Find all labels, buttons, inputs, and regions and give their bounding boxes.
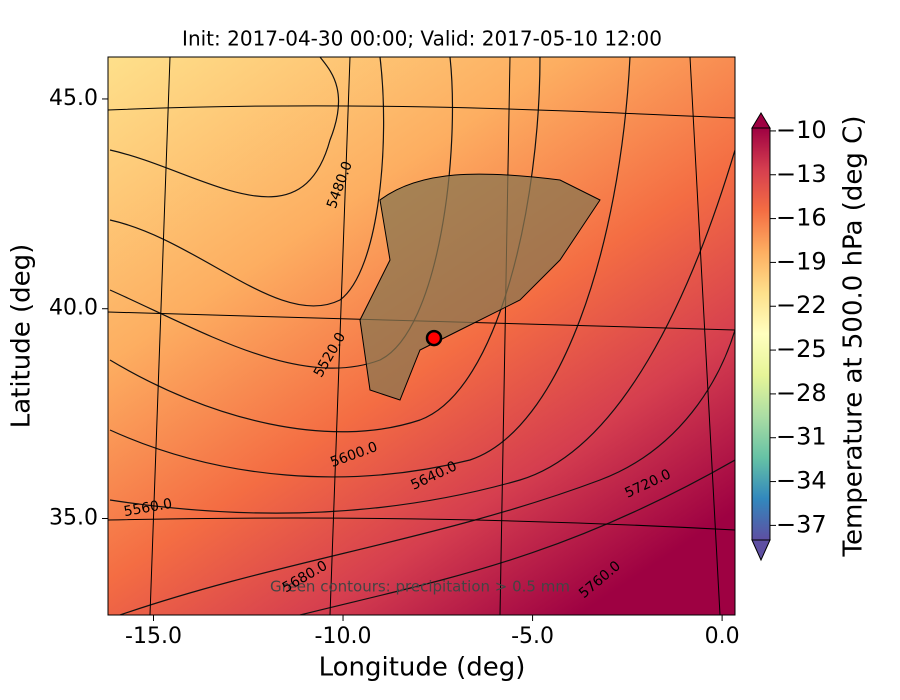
colorbar-tick-label: −16 [776,204,827,232]
colorbar-tick-label: −22 [776,291,827,319]
colorbar-tick-label: −31 [776,423,827,451]
colorbar [751,127,771,541]
x-tick-label: -15.0 [125,624,182,649]
colorbar-tick-label: −25 [776,335,827,363]
colorbar-tick-label: −37 [776,510,827,538]
colorbar-tick-label: −10 [776,116,827,144]
colorbar-extend-top [751,112,771,129]
x-tick-label: -10.0 [315,624,372,649]
colorbar-tick-label: −13 [776,160,827,188]
x-axis-label: Longitude (deg) [319,653,526,683]
y-tick-label: 45.0 [49,86,98,111]
colorbar-tick-label: −34 [776,467,827,495]
iberia-terrain [359,173,601,401]
plot-frame [107,56,736,616]
y-axis-label: Latitude (deg) [7,244,37,429]
colorbar-label: Temperature at 500.0 hPa (deg C) [839,116,869,558]
y-tick-label: 40.0 [49,296,98,321]
colorbar-extend-bottom [751,539,771,562]
y-tick-label: 35.0 [49,506,98,531]
title: Init: 2017-04-30 00:00; Valid: 2017-05-1… [182,27,662,51]
colorbar-tick-label: −28 [776,379,827,407]
x-tick-label: 0.0 [705,624,740,649]
x-tick-label: -5.0 [511,624,554,649]
annotation: Green contours: precipitation > 0.5 mm [270,578,570,596]
location-marker [425,329,443,347]
colorbar-tick-label: −19 [776,247,827,275]
